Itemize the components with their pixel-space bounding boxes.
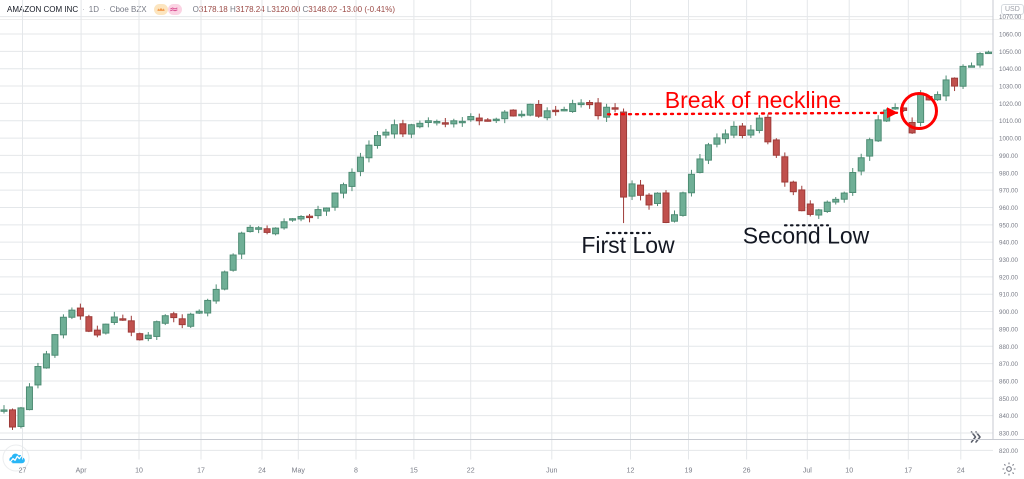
svg-text:Second Low: Second Low <box>743 222 870 248</box>
svg-text:24: 24 <box>957 468 965 475</box>
svg-text:950.00: 950.00 <box>999 222 1018 229</box>
svg-text:960.00: 960.00 <box>999 205 1018 212</box>
svg-text:1050.00: 1050.00 <box>999 49 1022 56</box>
svg-text:12: 12 <box>627 468 635 475</box>
svg-text:870.00: 870.00 <box>999 361 1018 368</box>
svg-text:17: 17 <box>904 468 912 475</box>
svg-text:1070.00: 1070.00 <box>999 14 1022 21</box>
svg-text:10: 10 <box>135 468 143 475</box>
svg-text:10: 10 <box>845 468 853 475</box>
svg-text:820.00: 820.00 <box>999 448 1018 455</box>
svg-text:Apr: Apr <box>76 468 88 475</box>
svg-text:970.00: 970.00 <box>999 188 1018 195</box>
svg-text:980.00: 980.00 <box>999 170 1018 177</box>
svg-text:1060.00: 1060.00 <box>999 32 1022 39</box>
svg-text:840.00: 840.00 <box>999 413 1018 420</box>
svg-text:8: 8 <box>354 468 358 475</box>
svg-text:Jul: Jul <box>803 468 812 475</box>
svg-text:1000.00: 1000.00 <box>999 136 1022 143</box>
svg-text:15: 15 <box>410 468 418 475</box>
svg-text:920.00: 920.00 <box>999 274 1018 281</box>
svg-text:27: 27 <box>19 468 27 475</box>
svg-text:24: 24 <box>258 468 266 475</box>
svg-text:First Low: First Low <box>581 232 675 258</box>
svg-text:Break of neckline: Break of neckline <box>665 87 841 113</box>
svg-text:900.00: 900.00 <box>999 309 1018 316</box>
svg-text:910.00: 910.00 <box>999 292 1018 299</box>
svg-text:1020.00: 1020.00 <box>999 101 1022 108</box>
svg-text:22: 22 <box>467 468 475 475</box>
svg-text:May: May <box>292 468 306 475</box>
svg-text:1010.00: 1010.00 <box>999 118 1022 125</box>
svg-text:850.00: 850.00 <box>999 396 1018 403</box>
svg-text:17: 17 <box>197 468 205 475</box>
svg-text:26: 26 <box>743 468 751 475</box>
svg-text:930.00: 930.00 <box>999 257 1018 264</box>
svg-text:940.00: 940.00 <box>999 240 1018 247</box>
svg-text:830.00: 830.00 <box>999 430 1018 437</box>
svg-text:19: 19 <box>685 468 693 475</box>
svg-text:890.00: 890.00 <box>999 326 1018 333</box>
svg-text:1030.00: 1030.00 <box>999 84 1022 91</box>
svg-text:880.00: 880.00 <box>999 344 1018 351</box>
svg-text:990.00: 990.00 <box>999 153 1018 160</box>
svg-text:1040.00: 1040.00 <box>999 66 1022 73</box>
svg-text:860.00: 860.00 <box>999 378 1018 385</box>
svg-text:Jun: Jun <box>546 468 557 475</box>
